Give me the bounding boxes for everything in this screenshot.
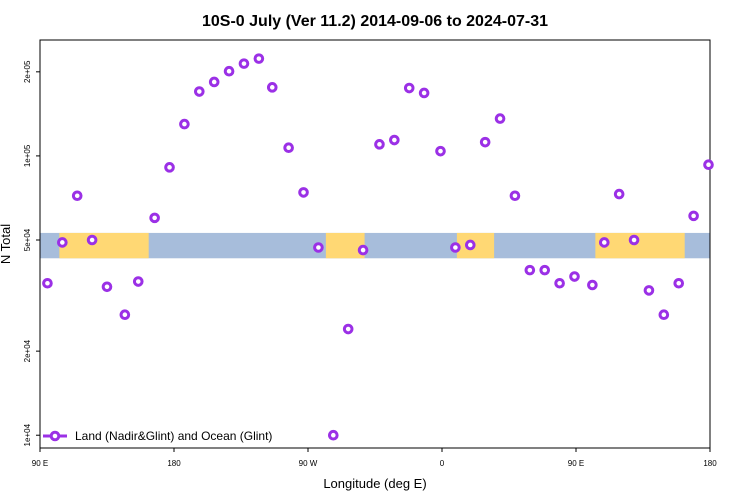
data-point <box>86 234 98 246</box>
chart-title: 10S-0 July (Ver 11.2) 2014-09-06 to 2024… <box>202 13 548 30</box>
data-point <box>374 139 385 150</box>
data-point <box>298 187 309 198</box>
data-point <box>357 244 369 256</box>
y-tick-label: 1e+05 <box>23 144 32 167</box>
data-point <box>119 309 131 321</box>
data-point <box>238 58 250 69</box>
data-point <box>389 134 400 146</box>
plot-frame <box>39 39 711 449</box>
x-tick-label: 180 <box>167 459 181 468</box>
x-tick-label: 0 <box>440 459 445 468</box>
data-point <box>283 142 294 153</box>
x-axis-label: Longitude (deg E) <box>323 476 426 491</box>
data-point <box>266 82 278 93</box>
y-axis: 1e+04 2e+04 5e+04 1e+05 2e+05 <box>23 60 40 446</box>
y-tick-label: 5e+04 <box>23 228 32 251</box>
data-point <box>628 234 640 246</box>
data-point <box>418 87 430 99</box>
data-point <box>313 242 324 253</box>
data-point <box>539 264 551 276</box>
x-axis: 90 E 180 90 W 0 90 E 180 <box>32 448 717 468</box>
data-point <box>328 429 339 441</box>
data-point <box>587 279 598 291</box>
land-ocean-band <box>40 232 710 259</box>
x-tick-label: 180 <box>703 459 717 468</box>
x-tick-label: 90 W <box>299 459 318 468</box>
legend-marker <box>49 430 61 442</box>
legend-label: Land (Nadir&Glint) and Ocean (Glint) <box>75 429 272 443</box>
y-tick-label: 1e+04 <box>23 423 32 446</box>
data-point <box>688 210 699 222</box>
data-point <box>509 190 521 202</box>
data-point <box>613 188 625 200</box>
data-point <box>57 237 68 248</box>
x-tick-label: 90 E <box>32 459 48 468</box>
data-point <box>479 136 491 148</box>
data-point <box>598 237 610 248</box>
data-point <box>494 113 506 124</box>
y-axis-label: N Total <box>0 224 13 264</box>
data-point <box>223 65 235 77</box>
data-point <box>179 118 190 130</box>
legend: Land (Nadir&Glint) and Ocean (Glint) <box>43 429 272 443</box>
data-point <box>164 162 175 173</box>
data-point <box>464 239 476 251</box>
data-point <box>673 277 685 289</box>
x-tick-label: 90 E <box>568 459 584 468</box>
data-point <box>703 159 714 171</box>
data-point <box>71 190 83 202</box>
land-region <box>595 232 685 259</box>
data-point <box>554 277 565 289</box>
y-tick-label: 2e+05 <box>23 60 32 83</box>
data-point <box>658 309 670 321</box>
data-point <box>149 212 160 224</box>
data-point <box>208 76 220 88</box>
data-point <box>132 276 144 287</box>
data-points <box>42 53 714 441</box>
data-point <box>524 264 536 276</box>
data-point <box>101 281 113 293</box>
data-point <box>569 271 580 282</box>
data-point <box>42 277 53 289</box>
land-region <box>325 232 365 259</box>
y-tick-label: 2e+04 <box>23 339 32 362</box>
data-point <box>435 145 446 157</box>
data-point <box>253 53 265 64</box>
data-point <box>194 86 205 97</box>
data-point <box>450 242 461 253</box>
land-region <box>59 232 149 259</box>
data-point <box>342 323 354 335</box>
data-point <box>403 82 415 94</box>
data-point <box>643 285 655 296</box>
